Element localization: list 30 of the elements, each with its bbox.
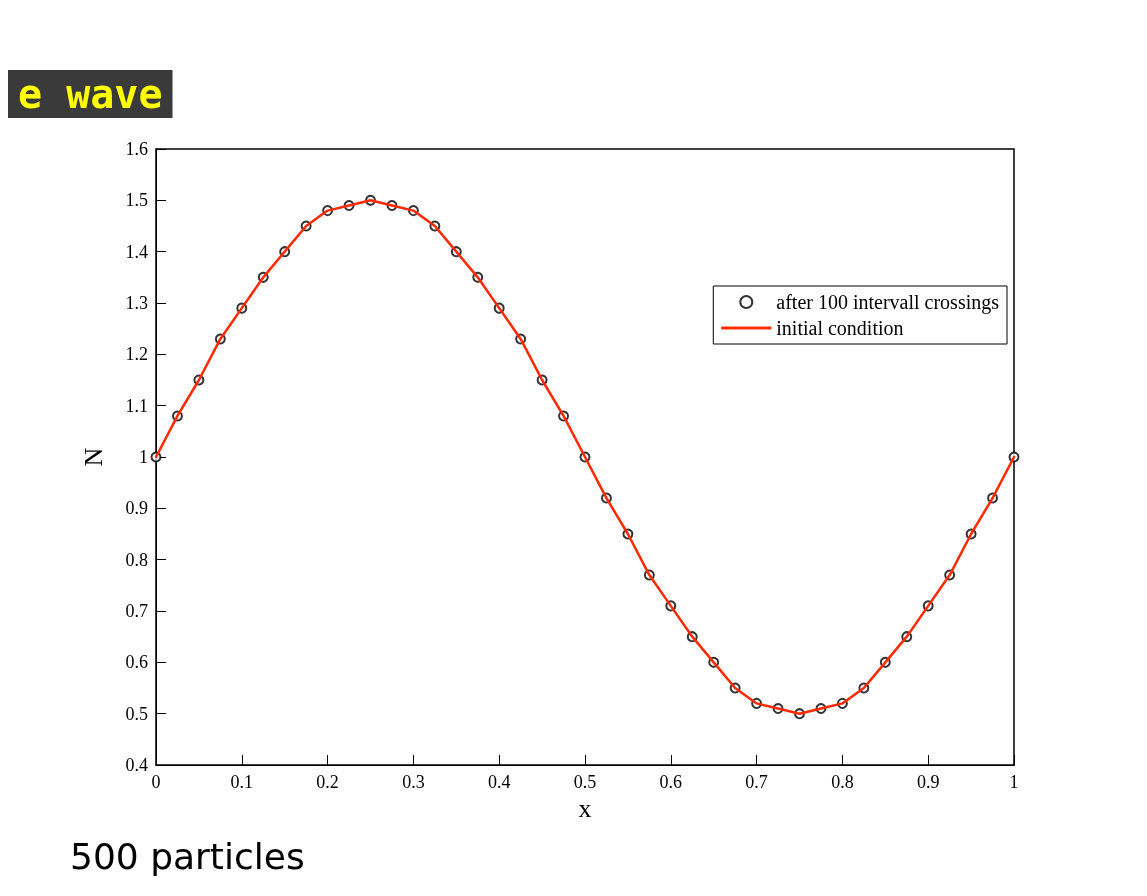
y-axis-title: N [78,447,108,467]
text: 500 particles [70,835,305,877]
text: e wave [18,71,163,117]
x-axis-title: x [578,794,592,824]
legend-label: after 100 intervall crossings [776,291,1000,314]
y-tick-label: 1.2 [125,344,148,365]
y-tick-label: 1 [139,447,148,467]
y-tick-label: 1.4 [125,241,148,262]
y-tick-label: 0.9 [125,498,148,519]
y-tick-label: 0.4 [125,755,148,775]
y-tick-label: 0.8 [125,549,148,570]
x-tick-label: 0.4 [487,772,511,792]
y-tick-label: 0.5 [125,703,148,724]
y-tick-label: 1.3 [125,293,148,313]
y-tick-label: 0.7 [125,601,148,621]
x-tick-label: 1 [1009,772,1019,792]
y-tick-label: 1.6 [125,139,148,159]
x-tick-label: 0.5 [573,772,597,792]
y-tick-label: 0.6 [125,652,148,673]
x-tick-label: 0.6 [659,772,683,792]
legend-label: initial condition [776,317,904,339]
x-tick-label: 0 [151,772,161,792]
x-tick-label: 0.1 [230,772,254,792]
x-tick-label: 0.2 [316,772,339,792]
y-tick-label: 1.5 [125,190,148,211]
x-tick-label: 0.3 [402,772,425,792]
y-tick-label: 1.1 [125,395,148,416]
x-tick-label: 0.7 [745,772,768,792]
x-tick-label: 0.9 [916,772,940,792]
x-tick-label: 0.8 [831,772,854,792]
